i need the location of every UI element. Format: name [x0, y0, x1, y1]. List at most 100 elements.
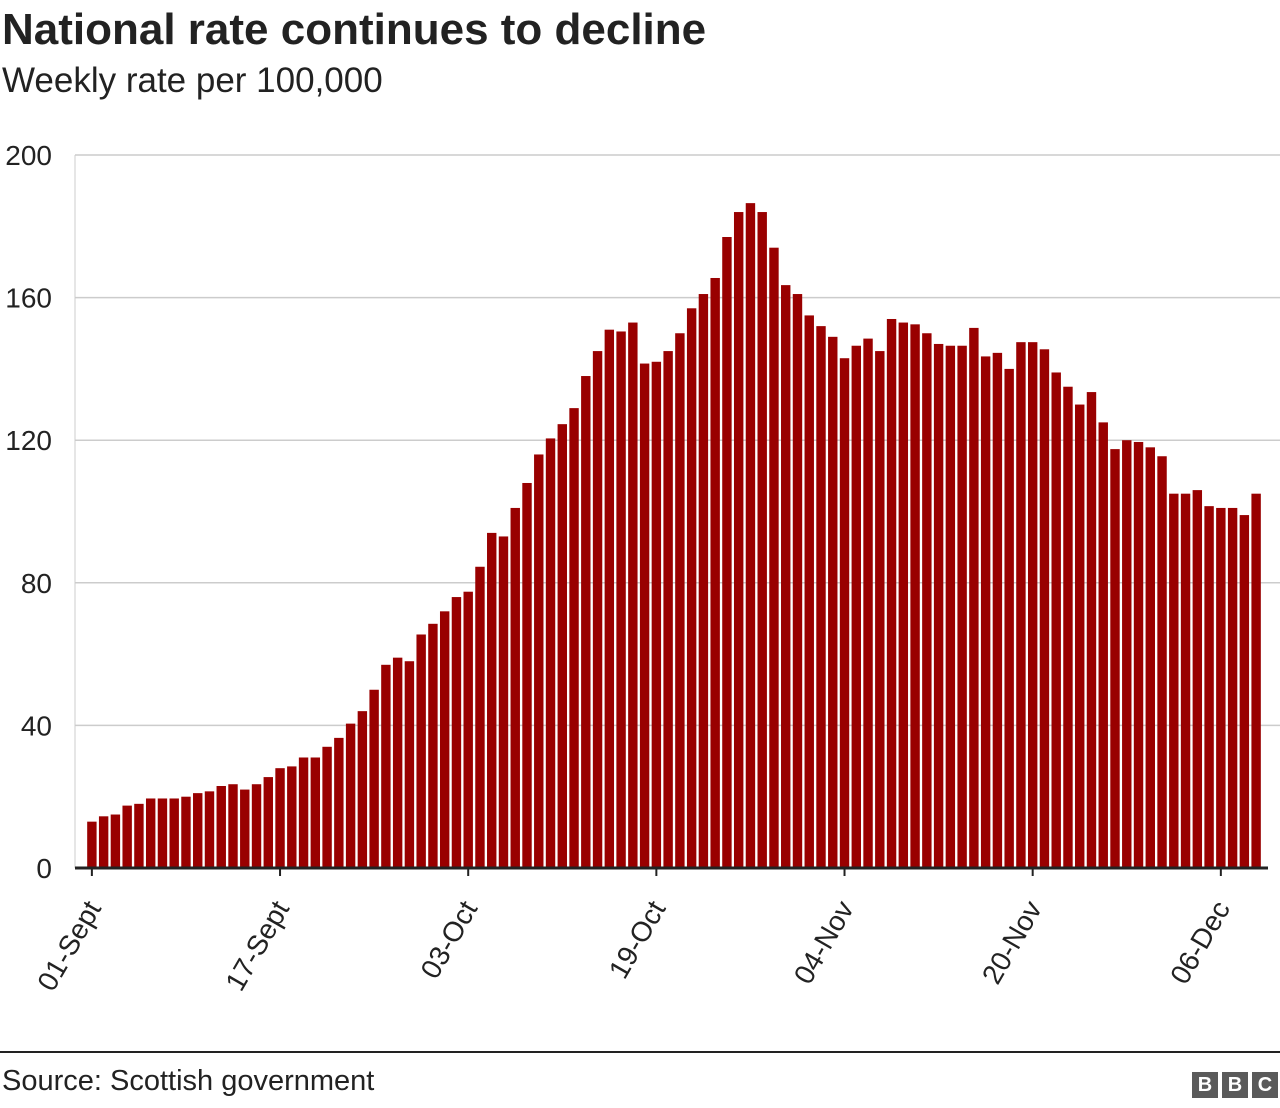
bar	[510, 507, 520, 868]
bar	[1075, 404, 1085, 868]
bar	[345, 723, 356, 868]
bar	[945, 345, 956, 869]
bar	[1227, 507, 1238, 868]
bar	[639, 363, 650, 868]
bars	[87, 203, 1261, 869]
y-tick-label: 0	[36, 853, 52, 884]
bar	[193, 793, 203, 868]
bar	[1204, 506, 1214, 868]
bar	[757, 212, 767, 869]
bar-chart: 0 40 80 120 160 200 01-Sept 17-Sept 03-Oct 19-Oc…	[5, 140, 1280, 996]
bar	[1169, 493, 1179, 868]
x-tick-label: 03-Oct	[415, 895, 484, 983]
bar	[604, 329, 615, 868]
bar	[287, 766, 297, 868]
x-tick-label: 20-Nov	[976, 896, 1048, 990]
bar	[475, 566, 485, 868]
bar	[357, 711, 368, 868]
bar	[404, 661, 415, 868]
bar	[651, 361, 662, 868]
bar	[169, 798, 179, 868]
bar	[204, 791, 215, 868]
bar	[1157, 456, 1167, 868]
bar	[733, 212, 744, 869]
bar	[769, 247, 779, 868]
x-tick-label: 06-Dec	[1164, 896, 1236, 990]
bar	[157, 798, 168, 868]
bar	[1251, 493, 1261, 868]
bar	[1063, 386, 1073, 868]
bar	[251, 784, 262, 868]
bar	[722, 237, 732, 868]
bbc-logo: B B C	[1192, 1072, 1278, 1098]
y-tick-label: 40	[21, 710, 52, 741]
y-tick-label: 160	[5, 283, 52, 314]
bar	[1180, 493, 1191, 868]
bar	[216, 786, 226, 868]
bar	[1216, 507, 1226, 868]
bar	[698, 294, 709, 868]
bar	[181, 796, 191, 868]
bar	[816, 326, 826, 868]
bar	[98, 816, 109, 868]
bar	[228, 784, 238, 868]
bar	[428, 623, 438, 868]
bar	[1027, 342, 1038, 868]
y-tick-label: 80	[21, 568, 52, 599]
bar	[1098, 422, 1108, 869]
bar	[240, 789, 250, 868]
bar	[1122, 440, 1132, 868]
source-note: Source: Scottish government	[2, 1065, 375, 1097]
bar	[1110, 449, 1120, 868]
bar	[463, 591, 473, 868]
bar	[1239, 515, 1250, 868]
bar	[804, 315, 814, 868]
bar	[875, 351, 885, 869]
bar	[369, 689, 379, 868]
bar	[545, 438, 556, 868]
bar	[980, 356, 991, 868]
bar	[275, 768, 285, 868]
bar	[134, 803, 144, 868]
x-tick-label: 01-Sept	[31, 895, 107, 996]
logo-letter-b2: B	[1222, 1072, 1248, 1098]
bar	[863, 338, 873, 869]
bar	[439, 611, 450, 868]
bar	[898, 322, 909, 868]
bar	[145, 798, 156, 868]
bar	[534, 454, 544, 868]
chart-subtitle: Weekly rate per 100,000	[2, 61, 383, 100]
bar	[451, 597, 462, 868]
y-tick-label: 200	[5, 140, 52, 171]
bar	[839, 358, 850, 868]
bar	[1145, 447, 1155, 868]
bar	[992, 352, 1003, 868]
bar	[263, 777, 273, 868]
bar	[87, 821, 97, 868]
x-tick-label: 17-Sept	[219, 895, 295, 996]
bar	[522, 482, 532, 868]
logo-letter-b1: B	[1192, 1072, 1218, 1098]
bar	[663, 351, 673, 869]
bar	[322, 746, 332, 868]
bar	[886, 318, 897, 868]
bar	[1051, 372, 1061, 868]
bar	[686, 308, 697, 868]
bar	[710, 277, 720, 868]
x-tick-label: 04-Nov	[788, 896, 860, 990]
bar	[592, 351, 603, 869]
bar	[933, 343, 944, 868]
bar	[557, 424, 567, 868]
bar	[1004, 368, 1014, 868]
bar	[381, 664, 391, 868]
bar	[310, 757, 321, 868]
bar	[298, 757, 309, 868]
bar	[334, 737, 344, 868]
bar	[122, 805, 132, 868]
bar	[628, 322, 638, 868]
bar	[781, 285, 791, 868]
bar	[828, 336, 838, 868]
bar	[851, 345, 861, 869]
y-axis-ticks: 0 40 80 120 160 200	[5, 140, 52, 884]
bar	[416, 634, 426, 868]
